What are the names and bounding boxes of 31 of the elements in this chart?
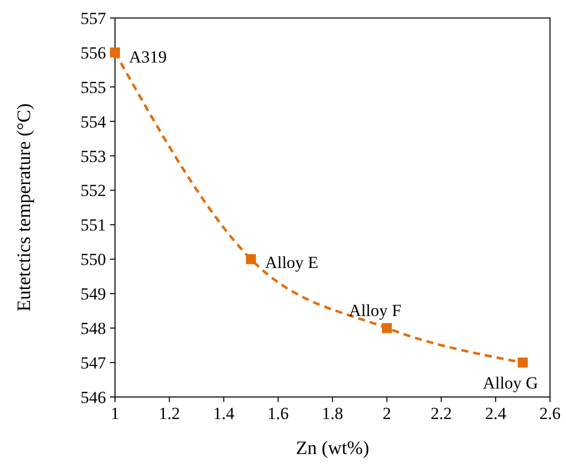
y-tick-label: 553 xyxy=(80,146,106,166)
y-tick-label: 550 xyxy=(80,250,106,270)
y-axis-title: Eutetctics temperature (°C) xyxy=(14,103,35,312)
x-tick-label: 1.8 xyxy=(322,404,344,423)
point xyxy=(382,323,392,334)
annotation: A319 xyxy=(129,47,167,66)
y-tick-label: 555 xyxy=(80,78,106,97)
y-tick-label: 547 xyxy=(80,353,106,372)
x-tick-label: 1.4 xyxy=(213,404,235,423)
y-tick-label: 557 xyxy=(80,8,106,28)
y-tick-label: 546 xyxy=(80,388,106,407)
y-tick-label: 549 xyxy=(80,284,106,304)
x-tick-label: 1.6 xyxy=(268,404,289,423)
annotation: Alloy E xyxy=(264,253,318,272)
x-axis-title: Zn (wt%) xyxy=(296,438,370,459)
x-tick-label: 2 xyxy=(382,404,392,423)
y-tick-label: 552 xyxy=(80,181,106,200)
point xyxy=(246,254,256,264)
y-tick-label: 548 xyxy=(80,319,106,338)
x-tick-label: 2.4 xyxy=(485,404,507,423)
annotation: Alloy G xyxy=(482,374,538,393)
x-tick-label: 2.2 xyxy=(430,404,452,423)
point xyxy=(518,358,528,368)
x-tick-label: 1 xyxy=(110,404,120,423)
y-tick-label: 554 xyxy=(80,112,106,132)
annotation: Alloy F xyxy=(348,301,402,320)
y-tick-label: 551 xyxy=(80,216,106,235)
y-tick-label: 556 xyxy=(80,43,106,62)
x-tick-label: 2.6 xyxy=(539,404,561,423)
x-tick-label: 1.2 xyxy=(158,404,180,423)
point xyxy=(110,47,120,58)
